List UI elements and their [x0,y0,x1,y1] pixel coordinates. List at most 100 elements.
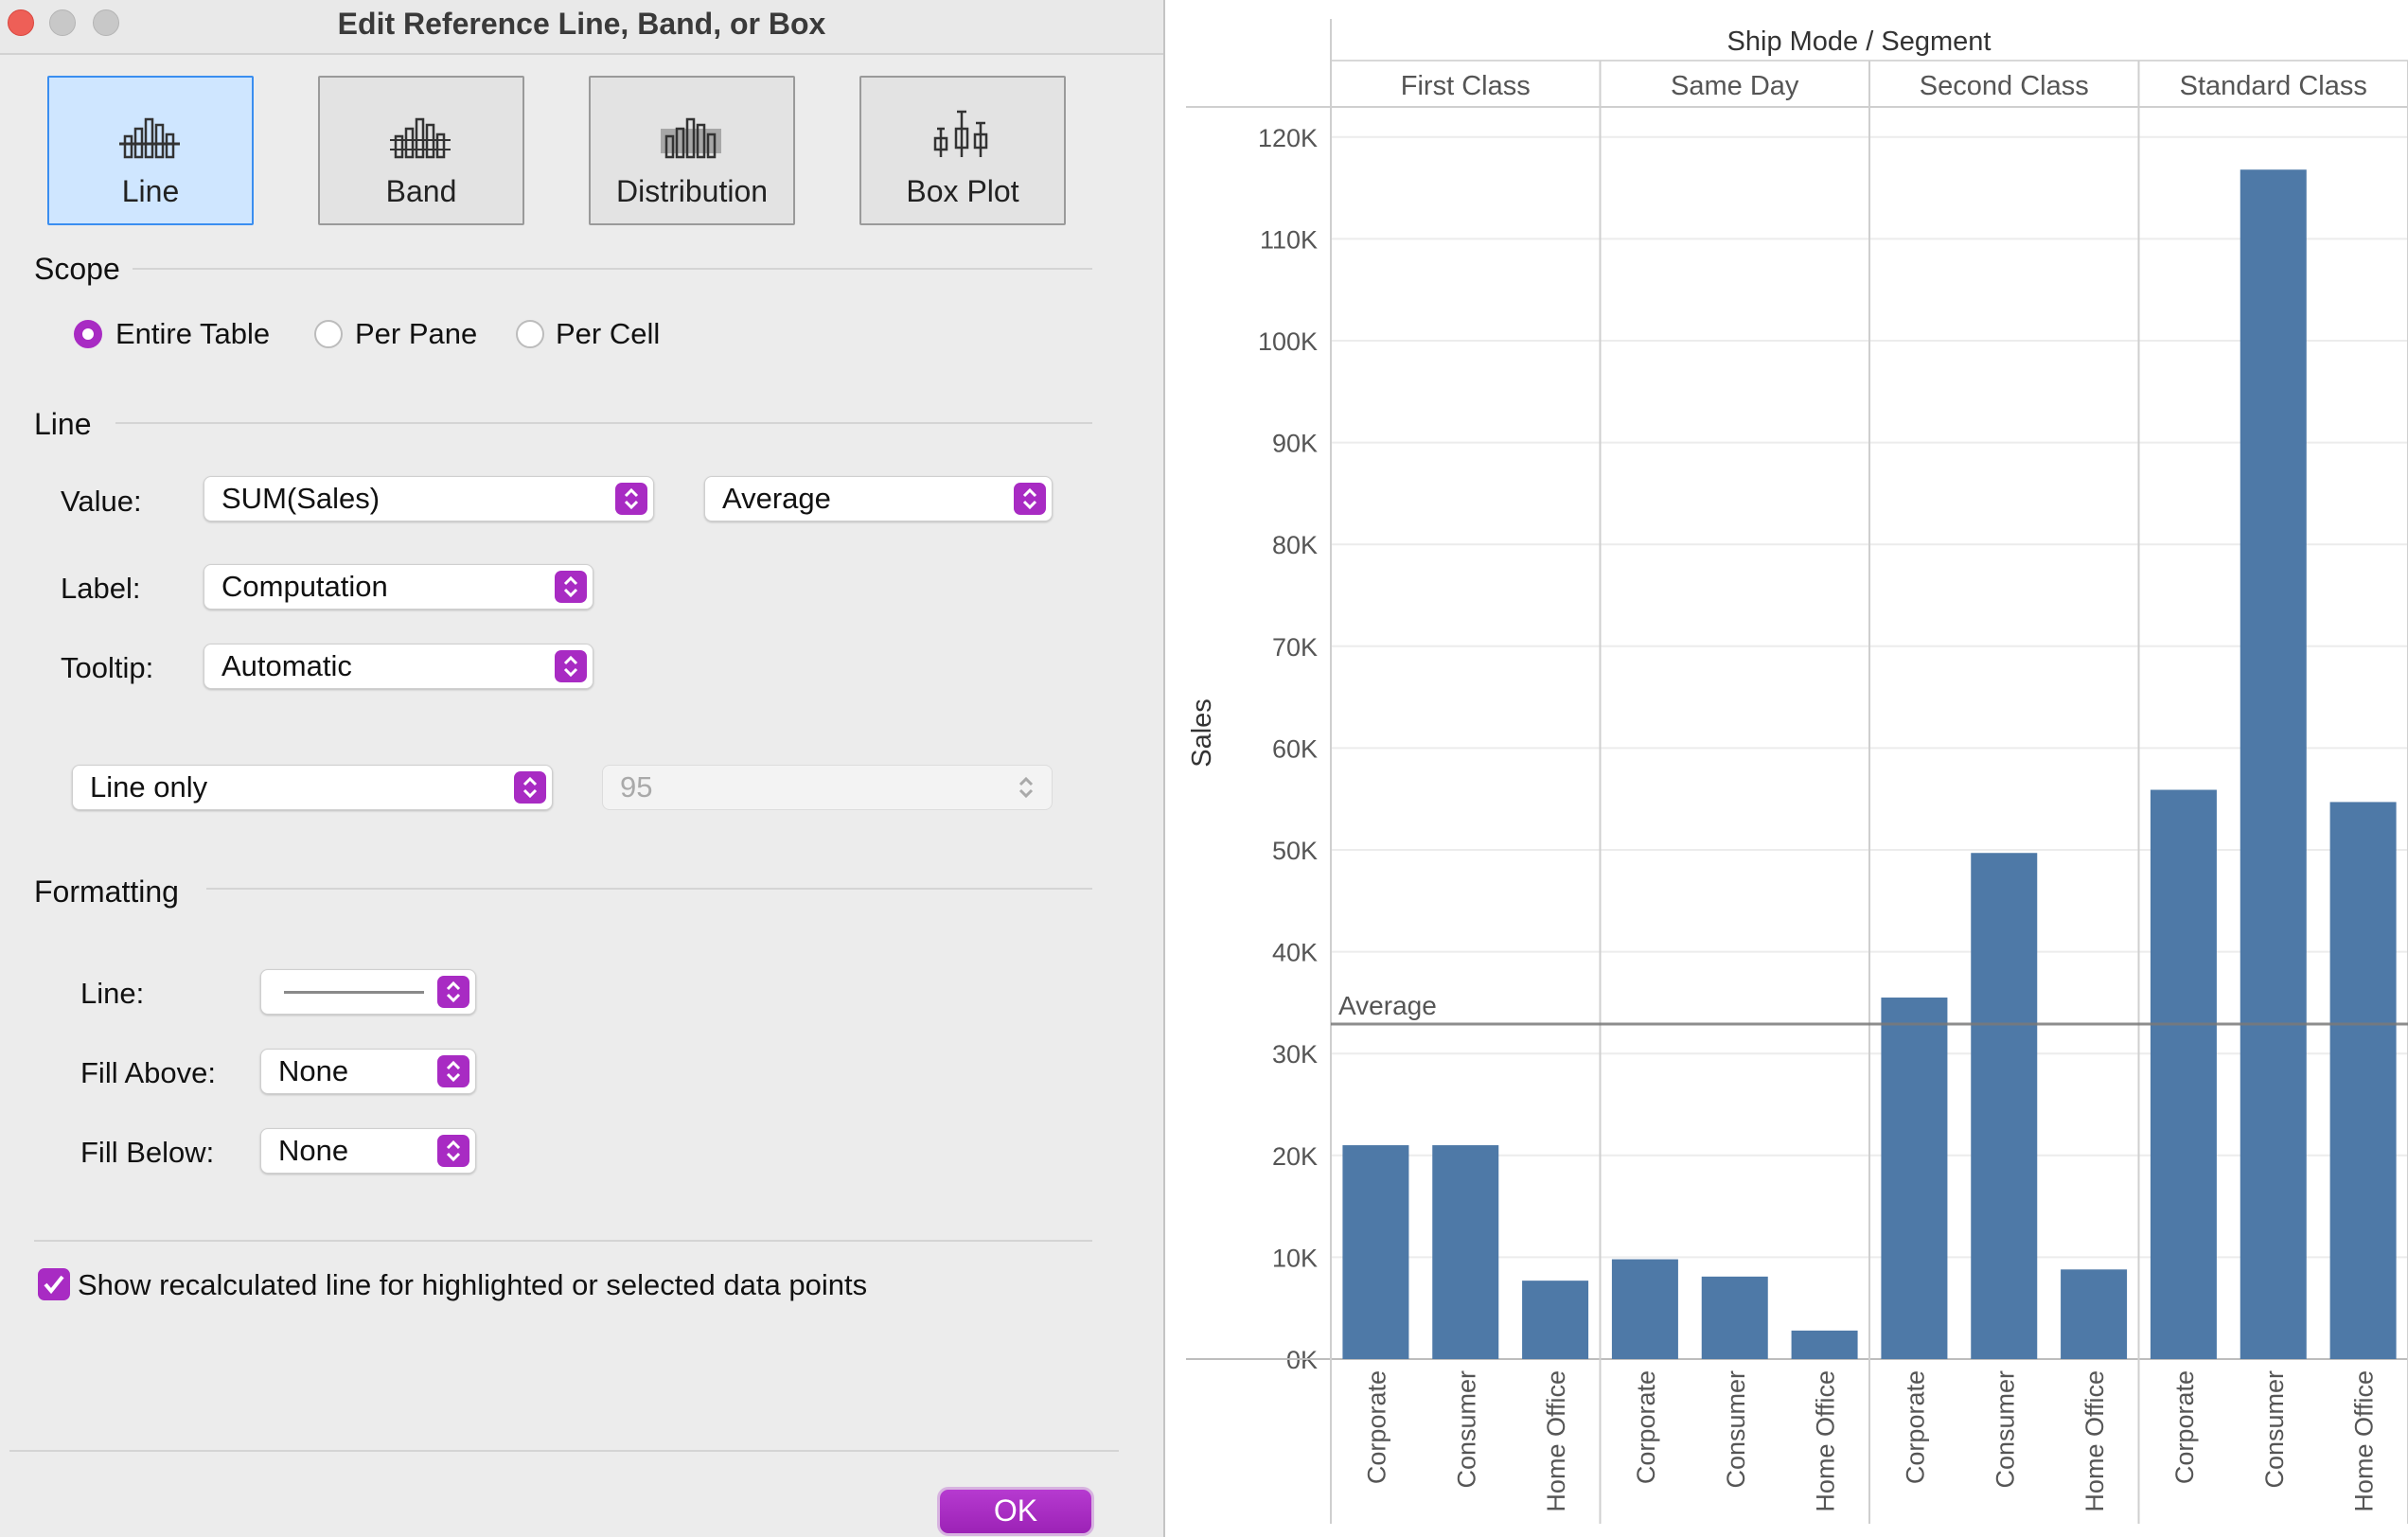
formatting-divider [206,888,1092,890]
confidence-mode-text: Line only [90,770,208,804]
tooltip-select-text: Automatic [221,649,352,682]
line-style-select[interactable] [260,969,476,1015]
scope-per-pane-label: Per Pane [355,317,478,350]
y-tick-label: 120K [1258,124,1318,152]
fill-below-select[interactable]: None [260,1128,476,1174]
x-tick-label: Home Office [2080,1370,2109,1512]
formatting-heading: Formatting [34,874,179,909]
type-label-distribution: Distribution [615,174,769,208]
bar[interactable] [1881,998,1948,1359]
confidence-level-text: 95 [620,770,653,804]
line-heading: Line [34,407,92,441]
bar[interactable] [1342,1145,1409,1359]
tooltip-label: Tooltip: [61,651,154,684]
bar[interactable] [1611,1259,1678,1359]
group-header-2: Same Day [1671,71,1799,101]
type-button-band[interactable]: Band [318,76,524,225]
box-plot-icon [933,110,988,157]
type-label-band: Band [385,174,457,208]
x-tick-label: Corporate [1362,1370,1390,1484]
scope-per-cell-radio[interactable] [516,320,544,348]
scope-divider [133,268,1092,270]
y-tick-label: 80K [1272,531,1318,559]
confidence-mode-select[interactable]: Line only [72,765,553,810]
window-zoom-icon[interactable] [93,9,119,36]
reference-band-icon [390,117,451,159]
scope-per-pane-radio[interactable] [314,320,343,348]
value-aggregation-chevron-icon [1014,483,1046,515]
y-axis-title: Sales [1187,698,1217,768]
x-tick-label: Consumer [1452,1370,1480,1489]
x-tick-label: Consumer [1722,1370,1750,1489]
x-tick-label: Consumer [2260,1370,2289,1489]
x-tick-label: Consumer [1991,1370,2019,1489]
tooltip-select[interactable]: Automatic [204,644,593,689]
y-tick-label: 30K [1272,1040,1318,1069]
group-header-1: First Class [1401,71,1531,101]
bar[interactable] [1432,1145,1499,1359]
sales-bar-chart: Ship Mode / Segment Sales 0K 10K 20K 30K 40K… [1167,0,2408,1537]
x-tick-label: Corporate [1632,1370,1660,1484]
value-field-text: SUM(Sales) [221,482,381,515]
group-header-3: Second Class [1920,71,2089,101]
window-minimize-icon[interactable] [49,9,76,36]
line-divider [115,422,1092,424]
label-select[interactable]: Computation [204,564,593,610]
value-aggregation-text: Average [722,482,831,515]
bar[interactable] [1791,1330,1858,1359]
fill-below-chevron-icon [437,1135,469,1167]
bar[interactable] [2329,802,2397,1359]
x-tick-label: Corporate [2170,1370,2199,1484]
line-style-preview [284,991,424,994]
scope-entire-table-radio[interactable] [74,320,102,348]
bar[interactable] [1701,1276,1768,1359]
tooltip-chevron-icon [555,650,587,682]
label-select-text: Computation [221,570,388,603]
distribution-icon [661,117,721,159]
bar[interactable] [1971,853,2038,1359]
x-tick-label: Home Office [1542,1370,1570,1512]
value-aggregation-select[interactable]: Average [704,476,1053,521]
ok-button[interactable]: OK [937,1487,1094,1536]
format-line-label: Line: [80,977,145,1010]
line-style-chevron-icon [437,976,469,1008]
bar[interactable] [2240,169,2307,1360]
confidence-level-select: 95 [602,765,1053,810]
confidence-mode-chevron-icon [514,771,546,804]
chart-canvas: Ship Mode / Segment Sales 0K10K20K30K40K… [1186,19,2408,1524]
bar[interactable] [2150,789,2217,1359]
window-close-icon[interactable] [8,9,34,36]
y-tick-label: 60K [1272,734,1318,763]
scope-heading: Scope [34,252,120,286]
x-tick-label: Home Office [1812,1370,1840,1512]
reference-line-icon [119,117,180,159]
scope-entire-table-label: Entire Table [115,317,271,350]
type-button-box-plot[interactable]: Box Plot [859,76,1066,225]
chart-header: Ship Mode / Segment [1727,26,1992,57]
type-label-box-plot: Box Plot [906,174,1019,208]
y-tick-label: 10K [1272,1244,1318,1272]
y-tick-label: 70K [1272,633,1318,662]
fill-above-select[interactable]: None [260,1049,476,1094]
fill-below-label: Fill Below: [80,1136,215,1169]
group-header-4: Standard Class [2180,71,2367,101]
reference-line-dialog: Edit Reference Line, Band, or Box Line B… [0,0,1165,1537]
fill-above-chevron-icon [437,1055,469,1087]
average-reference-label: Average [1338,991,1437,1020]
value-label: Value: [61,485,142,518]
value-field-chevron-icon [615,483,647,515]
x-tick-label: Corporate [1901,1370,1929,1484]
recalculated-line-checkbox[interactable] [38,1268,70,1300]
y-tick-label: 100K [1258,327,1318,356]
value-field-select[interactable]: SUM(Sales) [204,476,654,521]
type-button-distribution[interactable]: Distribution [589,76,795,225]
bar[interactable] [1522,1281,1589,1359]
type-button-line[interactable]: Line [47,76,254,225]
label-chevron-icon [555,571,587,603]
bar[interactable] [2061,1269,2128,1359]
fill-above-label: Fill Above: [80,1056,217,1089]
checkbox-divider [34,1240,1092,1242]
y-tick-label: 110K [1260,225,1318,254]
recalculated-line-label: Show recalculated line for highlighted o… [78,1268,868,1301]
label-label: Label: [61,572,141,605]
